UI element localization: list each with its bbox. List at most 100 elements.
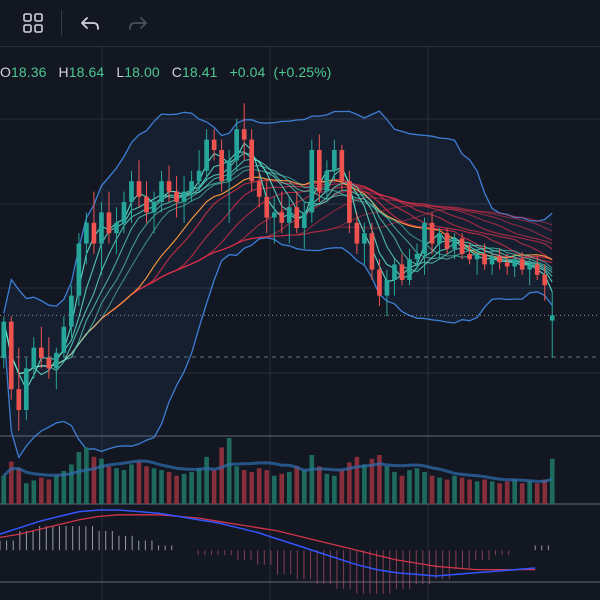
ohlc-legend: O18.36 H18.64 L18.00 C18.41 +0.04 (+0.25%…: [0, 64, 331, 80]
candle-body: [76, 243, 82, 296]
candle: [106, 191, 112, 244]
volume-bar: [444, 479, 450, 504]
volume-bar: [309, 454, 315, 504]
volume-bar: [384, 466, 390, 504]
candle-body: [459, 238, 465, 254]
candle-body: [497, 256, 502, 263]
candle-body: [144, 196, 149, 213]
volume-bar: [452, 475, 457, 504]
volume-bar: [211, 470, 217, 504]
candle-body: [61, 326, 67, 353]
volume-bar: [174, 475, 179, 504]
volume-bar: [144, 466, 149, 504]
volume-bar: [467, 479, 472, 504]
volume-bar: [279, 473, 285, 504]
candle-body: [407, 259, 412, 280]
candle-body: [414, 254, 420, 260]
candle-body: [369, 233, 375, 270]
candle-body: [489, 256, 495, 265]
volume-bar: [264, 470, 270, 504]
candle: [114, 207, 119, 254]
candle: [1, 316, 7, 369]
candle: [159, 170, 164, 213]
volume-bar: [414, 468, 420, 504]
volume-bar: [76, 452, 82, 504]
layout-button[interactable]: [17, 7, 49, 39]
close-label: C: [171, 64, 182, 80]
candle-body: [542, 274, 548, 286]
candle: [234, 118, 240, 171]
volume-bar: [294, 466, 300, 504]
volume-bar: [121, 470, 127, 504]
candle: [99, 202, 104, 275]
change-value: +0.04: [229, 64, 266, 80]
candle-body: [38, 347, 44, 358]
candle: [444, 228, 450, 254]
candle-body: [332, 150, 337, 171]
volume-bar: [46, 479, 52, 504]
candle-body: [99, 212, 104, 244]
candle-body: [339, 150, 345, 182]
top-toolbar: [0, 0, 600, 47]
candle: [542, 264, 548, 301]
candle: [264, 181, 270, 234]
volume-bar: [354, 456, 360, 504]
candle-body: [31, 347, 37, 369]
candle: [369, 222, 375, 280]
candle: [549, 291, 555, 358]
candle: [482, 243, 487, 270]
candle: [452, 233, 457, 260]
candle-body: [8, 321, 14, 390]
candle: [241, 103, 247, 161]
undo-button[interactable]: [74, 7, 106, 39]
candle-body: [234, 129, 240, 161]
macd-line: [0, 509, 536, 577]
candle-body: [347, 181, 352, 223]
candle-body: [106, 212, 112, 234]
candle: [527, 259, 533, 286]
volume-bar: [8, 461, 14, 504]
candle-body: [316, 150, 322, 192]
candle-body: [84, 222, 89, 244]
volume-bar: [399, 475, 405, 504]
volume-bar: [407, 470, 412, 504]
high-label: H: [58, 64, 69, 80]
candle-body: [429, 222, 435, 244]
candle: [166, 165, 172, 202]
volume-bar: [429, 475, 435, 504]
candle-body: [437, 233, 442, 244]
candle: [437, 228, 442, 260]
toolbar-divider: [61, 10, 62, 36]
candle: [497, 248, 502, 270]
candle-body: [324, 170, 330, 192]
volume-bar: [339, 470, 345, 504]
redo-button[interactable]: [122, 7, 154, 39]
volume-bar: [16, 468, 22, 504]
candle-body: [519, 259, 525, 270]
candle: [54, 347, 59, 390]
candle: [294, 191, 300, 234]
volume-bar: [61, 471, 67, 504]
candle: [512, 254, 518, 277]
volume-bar: [301, 470, 307, 504]
candle: [61, 316, 67, 358]
candle-body: [91, 222, 97, 244]
candle: [339, 144, 345, 192]
volume-bar: [219, 447, 224, 504]
candle: [151, 191, 157, 234]
price-chart[interactable]: [0, 46, 600, 600]
volume-bar: [23, 483, 29, 504]
candle: [271, 196, 277, 244]
candle-body: [159, 181, 164, 202]
bollinger-band-fill: [3, 111, 553, 458]
candle: [301, 202, 307, 249]
candle-body: [114, 222, 119, 234]
candle: [38, 326, 44, 369]
candle-body: [504, 262, 510, 267]
volume-bar: [549, 458, 555, 504]
close-value: 18.41: [181, 64, 218, 80]
volume-bar: [497, 483, 502, 504]
candle-body: [512, 259, 518, 267]
volume-bar: [271, 475, 277, 504]
candle: [196, 150, 202, 192]
